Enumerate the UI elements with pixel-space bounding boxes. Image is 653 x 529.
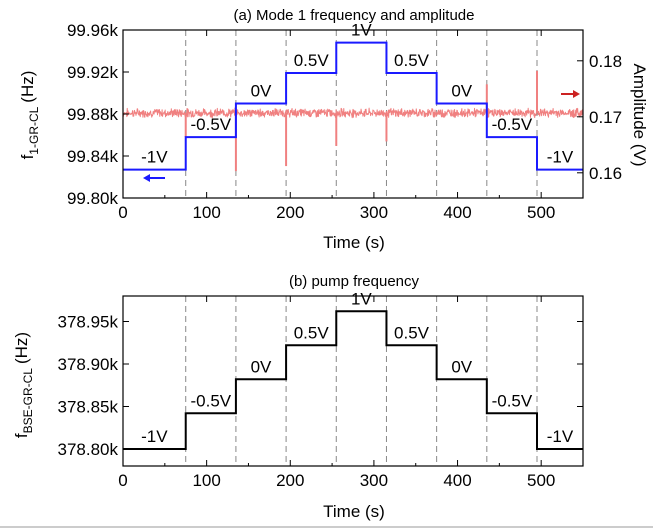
- chart-b: (b) pump frequency -1V -0.5V 0V 0.5V 1V 0.5V 0…: [12, 273, 584, 521]
- blue-arrow-icon: [143, 174, 165, 182]
- chart-b-plot-frame: [122, 295, 584, 467]
- chart-a-y-ticks: 99.80k 99.84k 99.88k 99.92k 99.96k: [67, 21, 129, 208]
- amplitude-noise-line: [122, 107, 584, 119]
- segment-label: -0.5V: [492, 115, 533, 134]
- segment-label: 1V: [351, 289, 372, 308]
- pump-step-line: [123, 310, 583, 450]
- segment-label: -0.5V: [492, 391, 533, 410]
- segment-label: 0.5V: [294, 51, 330, 70]
- chart-a-y-label-main: f: [18, 154, 37, 159]
- chart-a-y2-axis-label: Amplitude (V): [630, 64, 649, 167]
- segment-label: -1V: [141, 427, 168, 446]
- chart-a-plot-frame: [122, 29, 584, 199]
- segment-label: 0V: [451, 82, 472, 101]
- y-tick-label: 378.85k: [58, 398, 119, 417]
- x-tick-label: 200: [276, 471, 304, 490]
- chart-a-amplitude-series: [122, 70, 584, 172]
- y-tick-label: 99.92k: [67, 63, 119, 82]
- segment-label: 0V: [451, 357, 472, 376]
- x-tick-label: 400: [443, 203, 471, 222]
- chart-b-segment-labels: -1V -0.5V 0V 0.5V 1V 0.5V 0V -0.5V -1V: [141, 289, 574, 446]
- chart-a-y-axis-label: f1-GR-CL (Hz): [18, 71, 41, 160]
- y2-tick-label: 0.18: [589, 52, 622, 71]
- x-tick-label: 100: [192, 203, 220, 222]
- frequency-step-line: [123, 41, 583, 171]
- x-tick-label: 400: [443, 471, 471, 490]
- segment-label: 0V: [251, 357, 272, 376]
- chart-b-y-axis-label: fBSE-GR-CL (Hz): [12, 332, 35, 438]
- chart-b-title: (b) pump frequency: [289, 273, 420, 290]
- segment-label: -0.5V: [190, 391, 231, 410]
- chart-a-x-ticks: 0 100 200 300 400 500: [118, 30, 555, 222]
- x-tick-label: 500: [527, 471, 555, 490]
- x-tick-label: 500: [527, 203, 555, 222]
- x-tick-label: 300: [360, 471, 388, 490]
- segment-label: 0V: [251, 82, 272, 101]
- red-arrow-icon: [561, 90, 580, 98]
- x-tick-label: 200: [276, 203, 304, 222]
- y-tick-label: 378.90k: [58, 355, 119, 374]
- chart-a-frequency-series: [123, 41, 583, 171]
- y-tick-label: 378.80k: [58, 440, 119, 459]
- chart-a-x-axis-label: Time (s): [323, 233, 385, 252]
- chart-a: (a) Mode 1 frequency and amplitude -1V -0…: [18, 7, 649, 252]
- chart-b-pump-series: [123, 310, 583, 450]
- segment-label: -0.5V: [190, 115, 231, 134]
- y-tick-label: 99.84k: [67, 147, 119, 166]
- x-tick-label: 0: [118, 203, 127, 222]
- chart-b-y-label-sub: BSE-GR-CL: [21, 368, 35, 434]
- chart-a-y2-ticks: 0.16 0.17 0.18: [577, 52, 622, 183]
- segment-label: -1V: [547, 427, 574, 446]
- y-tick-label: 99.88k: [67, 105, 119, 124]
- x-tick-label: 0: [118, 471, 127, 490]
- y-tick-label: 99.96k: [67, 21, 119, 40]
- y2-tick-label: 0.17: [589, 108, 622, 127]
- chart-b-x-axis-label: Time (s): [323, 502, 385, 521]
- x-tick-label: 100: [192, 471, 220, 490]
- y2-tick-label: 0.16: [589, 164, 622, 183]
- chart-b-y-label-main: f: [12, 433, 31, 438]
- segment-label: -1V: [547, 148, 574, 167]
- segment-label: 0.5V: [394, 51, 430, 70]
- chart-a-y-label-unit: (Hz): [18, 71, 37, 103]
- segment-label: 0.5V: [394, 323, 430, 342]
- x-tick-label: 300: [360, 203, 388, 222]
- chart-b-y-ticks: 378.80k 378.85k 378.90k 378.95k: [58, 313, 583, 459]
- chart-a-y-label-sub: 1-GR-CL: [27, 106, 41, 154]
- segment-label: 0.5V: [294, 323, 330, 342]
- segment-label: -1V: [141, 148, 168, 167]
- chart-b-y-label-unit: (Hz): [12, 332, 31, 364]
- y-tick-label: 378.95k: [58, 313, 119, 332]
- chart-b-step-gridlines: [185, 296, 538, 466]
- chart-a-title: (a) Mode 1 frequency and amplitude: [234, 7, 475, 24]
- y-tick-label: 99.80k: [67, 189, 119, 208]
